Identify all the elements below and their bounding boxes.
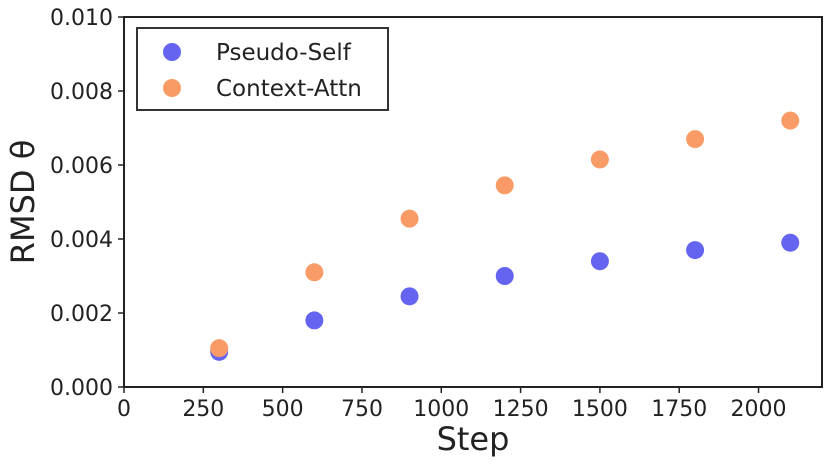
x-tick-label: 1750 [651,397,707,422]
y-tick-label: 0.008 [50,80,113,105]
y-tick-label: 0.004 [50,228,113,253]
x-tick-label: 500 [262,397,304,422]
y-axis-label: RMSD θ [4,140,42,265]
y-tick-label: 0.002 [50,302,113,327]
data-point-context-attn [495,176,514,195]
data-point-pseudo-self [305,311,324,330]
x-axis-label: Step [437,420,510,458]
plot-frame [123,16,823,388]
data-point-context-attn [686,130,705,149]
legend-label-context-attn: Context-Attn [216,76,362,102]
data-point-pseudo-self [686,241,705,260]
legend-marker-pseudo-self [163,43,181,61]
legend-box [136,27,389,111]
x-tick-label: 750 [341,397,383,422]
x-tick-label: 2000 [731,397,787,422]
legend-marker-context-attn [163,79,181,97]
y-tick-label: 0.006 [50,154,113,179]
x-tick-label: 1250 [493,397,549,422]
data-point-pseudo-self [400,287,419,306]
data-point-pseudo-self [495,267,514,285]
legend-label-pseudo-self: Pseudo-Self [216,40,352,66]
data-point-context-attn [305,263,324,282]
legend: Pseudo-Self Context-Attn [136,27,389,111]
ticks-layer: 0 250 500 750 1000 1250 1500 1750 2000 0.000 0.002… [50,6,787,422]
x-tick-label: 250 [182,397,224,422]
points-layer [210,111,800,361]
data-point-pseudo-self [590,252,609,271]
y-tick-label: 0.010 [50,6,113,31]
x-tick-label: 1500 [572,397,628,422]
data-point-context-attn [781,111,800,130]
data-point-pseudo-self [781,233,800,252]
data-point-context-attn [590,150,609,169]
data-point-context-attn [400,209,419,228]
y-tick-label: 0.000 [50,376,113,401]
x-tick-label: 0 [117,397,131,422]
data-point-context-attn [210,339,229,358]
x-tick-label: 1000 [413,397,469,422]
